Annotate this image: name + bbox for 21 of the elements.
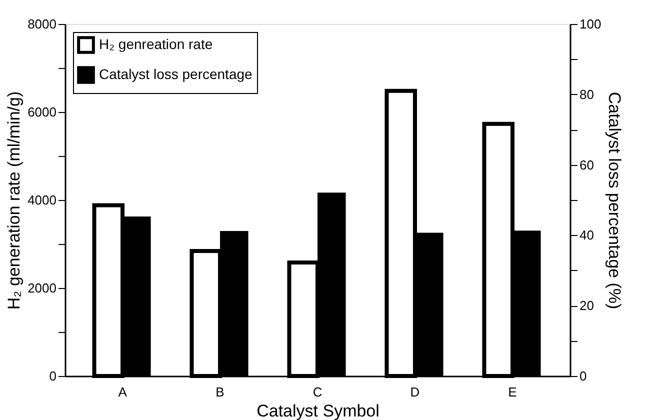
- y2-tick-label: 80: [580, 86, 594, 102]
- y-axis-title: H₂ generation rate (ml/min/g): [4, 91, 24, 310]
- y2-axis-title: Catalyst loss percentage (%): [605, 92, 624, 310]
- x-tick-label: C: [312, 384, 322, 400]
- x-tick-label: A: [118, 384, 128, 400]
- y2-tick-label: 20: [580, 298, 594, 314]
- legend-label: Catalyst loss percentage: [99, 66, 253, 82]
- y2-tick-label: 100: [580, 16, 602, 32]
- y-tick-label: 6000: [28, 104, 56, 120]
- x-tick-label: E: [508, 384, 518, 400]
- y-tick-label: 8000: [28, 16, 56, 32]
- y2-tick-label: 60: [580, 157, 594, 172]
- y-tick-label: 4000: [28, 192, 56, 208]
- x-tick-label: D: [410, 384, 420, 400]
- legend-label: H₂ genreation rate: [99, 36, 213, 52]
- x-tick-label: B: [216, 384, 224, 400]
- y2-tick-label: 0: [580, 368, 587, 384]
- y-tick-label: 0: [49, 368, 56, 384]
- x-axis-title: Catalyst Symbol: [256, 402, 380, 420]
- y2-tick-label: 40: [580, 228, 594, 243]
- y-tick-label: 2000: [28, 280, 56, 296]
